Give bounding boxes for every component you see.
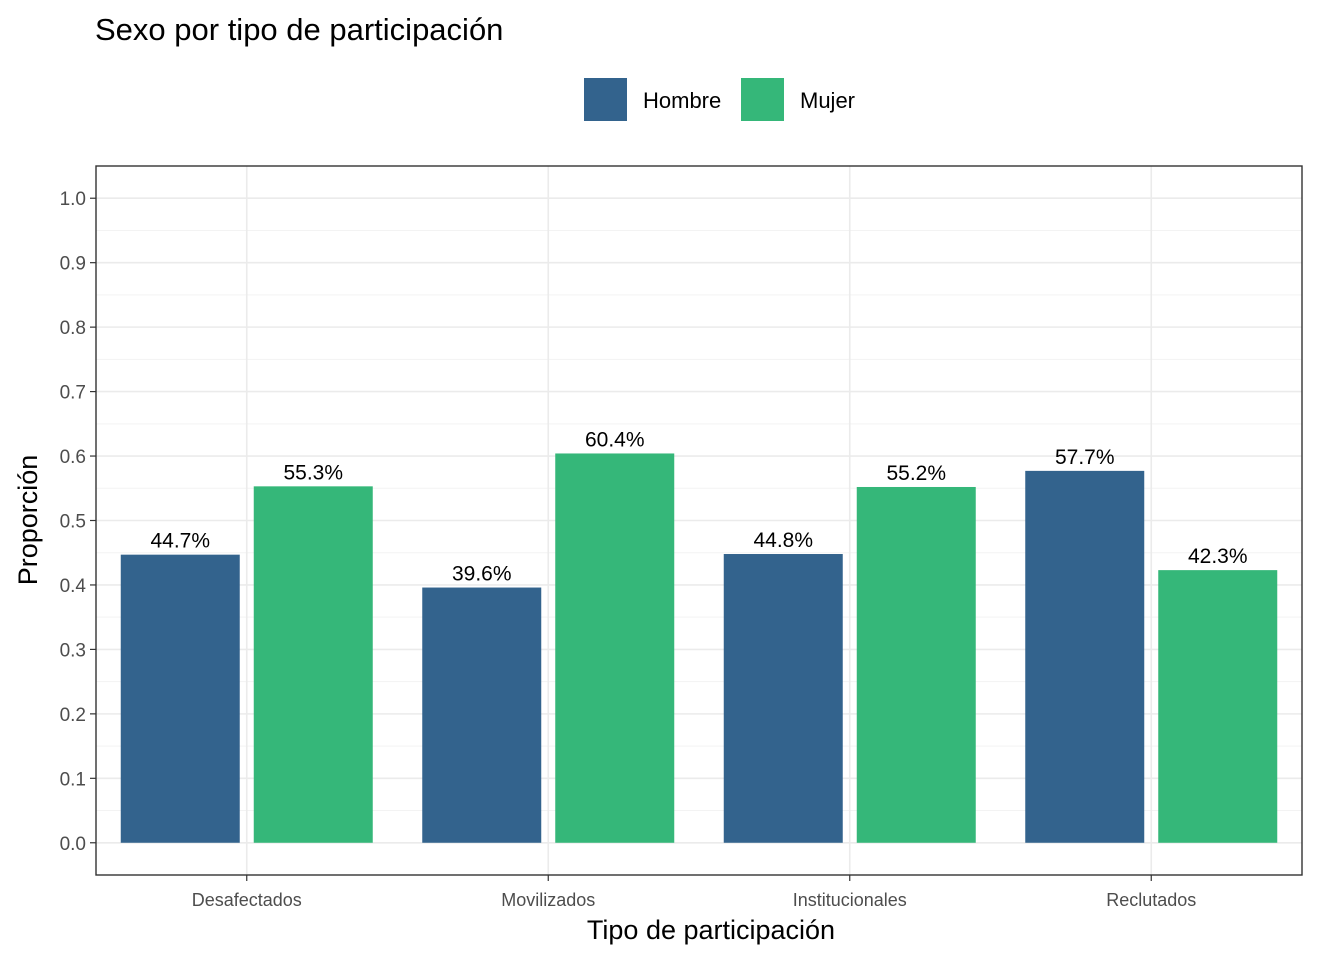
bar-label-hombre-institucionales: 44.8% [753, 529, 813, 552]
bar-labels: 44.7% 55.3% 39.6% 60.4% 44.8% 55.2% 57.7% 42.3% [150, 428, 1247, 585]
bar-label-mujer-reclutados: 42.3% [1188, 545, 1248, 568]
bar-hombre-institucionales [723, 554, 843, 843]
bar-label-mujer-movilizados: 60.4% [585, 428, 645, 451]
bar-label-hombre-movilizados: 39.6% [452, 563, 512, 586]
y-tick-label: 0.4 [60, 576, 87, 597]
x-tick-label-reclutados: Reclutados [1106, 890, 1196, 910]
x-tick-label-movilizados: Movilizados [501, 890, 595, 910]
x-tick-label-desafectados: Desafectados [192, 890, 302, 910]
bar-mujer-movilizados [555, 453, 675, 843]
bar-label-mujer-institucionales: 55.2% [886, 462, 946, 485]
y-tick-label: 0.5 [60, 512, 86, 533]
bar-hombre-reclutados [1025, 470, 1145, 843]
x-axis-title: Tipo de participación [587, 915, 835, 945]
legend-swatch-mujer [741, 78, 784, 121]
bar-label-hombre-reclutados: 57.7% [1055, 446, 1115, 469]
chart-title: Sexo por tipo de participación [95, 12, 503, 47]
legend: Hombre Mujer [584, 78, 855, 121]
legend-swatch-hombre [584, 78, 627, 121]
y-tick-label: 0.6 [60, 447, 86, 468]
bar-hombre-desafectados [120, 554, 240, 843]
y-tick-label: 0.1 [60, 769, 86, 790]
legend-label-hombre: Hombre [643, 88, 721, 113]
bar-label-hombre-desafectados: 44.7% [150, 530, 210, 553]
x-axis: Desafectados Movilizados Institucionales Re… [192, 875, 1196, 910]
y-tick-label: 0.9 [60, 254, 86, 275]
legend-label-mujer: Mujer [800, 88, 855, 113]
y-axis-title: Proporción [13, 455, 43, 586]
y-tick-label: 0.0 [60, 834, 86, 855]
bars [120, 453, 1278, 843]
bar-mujer-reclutados [1158, 570, 1278, 843]
bar-mujer-institucionales [856, 486, 976, 843]
y-tick-label: 1.0 [60, 189, 86, 210]
y-tick-label: 0.2 [60, 705, 86, 726]
x-tick-label-institucionales: Institucionales [793, 890, 907, 910]
y-axis: 0.0 0.1 0.2 0.3 0.4 0.5 0.6 0.7 0.8 0.9 1.0 [60, 189, 96, 855]
bar-hombre-movilizados [422, 587, 542, 843]
bar-label-mujer-desafectados: 55.3% [283, 461, 343, 484]
y-tick-label: 0.3 [60, 640, 86, 661]
y-tick-label: 0.8 [60, 318, 86, 339]
y-tick-label: 0.7 [60, 383, 86, 404]
bar-mujer-desafectados [253, 486, 373, 843]
